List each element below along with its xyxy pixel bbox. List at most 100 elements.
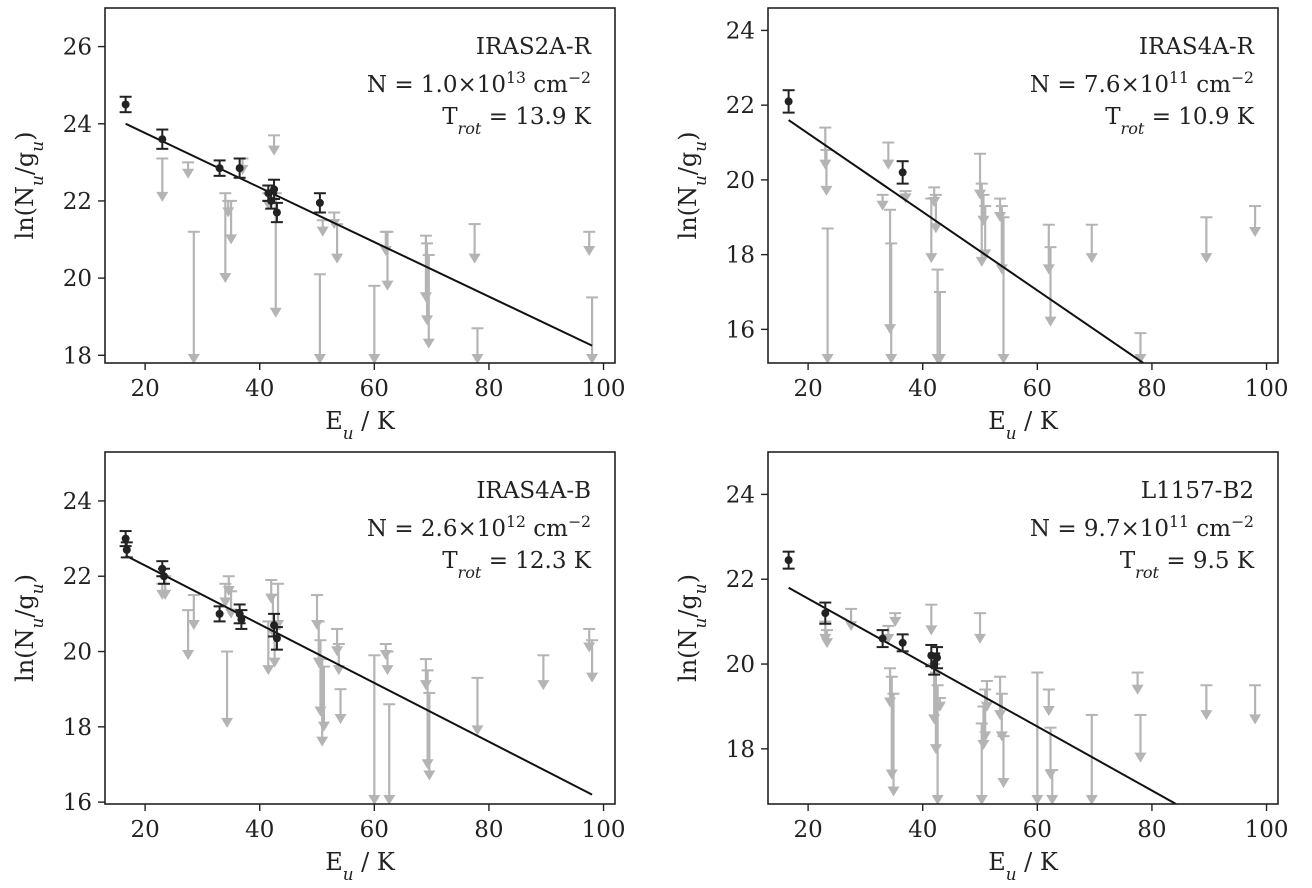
upper-limit-head xyxy=(1046,795,1059,804)
upper-limit-head xyxy=(221,717,234,728)
upper-limit-arrow xyxy=(997,735,1010,789)
upper-limit-arrow xyxy=(422,253,435,349)
detection-point xyxy=(896,633,909,653)
detection-point xyxy=(782,89,795,114)
column-density-label: N = 7.6×1011 cm−2 xyxy=(1030,68,1254,99)
upper-limit-head xyxy=(997,354,1010,363)
panel-2: 20 40 60 80 100 16 18 20 22 24 Eu / K ln(Nu/gu) IRAS… xyxy=(674,7,1289,443)
upper-limit-head xyxy=(383,795,396,804)
x-tick-label: 20 xyxy=(793,817,822,843)
source-label: L1157-B2 xyxy=(1141,478,1254,504)
upper-limit-head xyxy=(997,778,1010,789)
upper-limit-arrow xyxy=(421,242,434,326)
fit-line xyxy=(125,122,593,347)
upper-limit-arrow xyxy=(156,157,169,202)
x-axis-label: Eu / K xyxy=(988,848,1059,884)
x-tick-label: 20 xyxy=(793,376,822,402)
plot-frame xyxy=(767,7,1279,364)
upper-limit-head xyxy=(537,680,550,691)
plot-area xyxy=(119,530,599,804)
upper-limit-head xyxy=(583,642,596,653)
data-marker xyxy=(235,164,244,173)
detection-point xyxy=(213,159,226,177)
upper-limit-arrow xyxy=(1042,688,1055,716)
y-axis: 16 18 20 22 24 xyxy=(726,18,768,343)
y-tick-label: 22 xyxy=(63,189,92,215)
upper-limit-arrow xyxy=(1044,726,1057,780)
upper-limit-arrow xyxy=(368,654,381,804)
upper-limit-arrow xyxy=(423,691,436,781)
upper-limit-head xyxy=(931,795,944,804)
upper-limit-arrow xyxy=(265,579,278,604)
upper-limit-head xyxy=(1200,253,1213,264)
upper-limit-head xyxy=(265,593,278,604)
upper-limit-head xyxy=(586,354,599,363)
upper-limit-head xyxy=(422,338,435,349)
detection-point xyxy=(268,178,281,201)
upper-limit-arrow xyxy=(182,161,195,179)
upper-limit-arrow xyxy=(187,230,200,363)
upper-limit-head xyxy=(885,769,898,780)
upper-limit-arrow xyxy=(334,688,347,725)
x-tick-label: 60 xyxy=(360,376,389,402)
upper-limit-head xyxy=(1134,752,1147,763)
upper-limit-arrow xyxy=(1200,216,1213,264)
upper-limit-head xyxy=(1085,795,1098,804)
detection-point xyxy=(119,95,132,114)
upper-limit-arrow xyxy=(1134,713,1147,763)
y-tick-label: 22 xyxy=(726,93,755,119)
upper-limit-head xyxy=(819,159,832,170)
y-tick-label: 18 xyxy=(726,243,755,269)
upper-limit-head xyxy=(1042,705,1055,716)
upper-limit-head xyxy=(182,168,195,179)
plot-area xyxy=(782,550,1262,804)
upper-limit-arrow xyxy=(316,219,329,237)
y-tick-label: 18 xyxy=(63,715,92,741)
upper-limit-arrow xyxy=(317,665,330,732)
upper-limit-arrow xyxy=(331,223,344,264)
upper-limit-head xyxy=(995,264,1008,275)
upper-limit-head xyxy=(980,701,993,712)
x-tick-label: 40 xyxy=(908,817,937,843)
data-marker xyxy=(272,634,281,643)
x-tick-label: 60 xyxy=(360,817,389,843)
plot-frame xyxy=(767,451,1279,805)
upper-limit-arrow xyxy=(1085,223,1098,264)
upper-limit-arrow xyxy=(222,199,235,218)
upper-limit-arrow xyxy=(882,141,895,170)
data-marker xyxy=(122,545,131,554)
y-tick-label: 26 xyxy=(63,35,92,61)
plot-frame xyxy=(104,451,616,805)
x-tick-label: 100 xyxy=(1245,376,1289,402)
detection-point xyxy=(876,629,889,649)
upper-limit-head xyxy=(423,770,436,781)
upper-limit-arrow xyxy=(933,291,946,363)
detection-point xyxy=(213,605,226,623)
upper-limit-head xyxy=(925,253,938,264)
upper-limit-arrow xyxy=(1249,684,1262,725)
upper-limit-head xyxy=(977,739,990,750)
detection-point xyxy=(270,626,283,651)
upper-limit-head xyxy=(156,191,169,202)
x-tick-label: 80 xyxy=(474,376,503,402)
upper-limit-arrow xyxy=(379,230,392,256)
panel-4: 20 40 60 80 100 18 20 22 24 Eu / K ln(Nu/gu) L1157-… xyxy=(674,451,1288,884)
upper-limit-arrow xyxy=(1131,671,1144,695)
upper-limit-head xyxy=(222,207,235,218)
y-tick-label: 22 xyxy=(63,564,92,590)
upper-limit-arrow xyxy=(928,186,941,208)
upper-limit-head xyxy=(929,223,942,234)
upper-limit-arrow xyxy=(933,696,946,712)
upper-limit-head xyxy=(269,307,282,318)
upper-limit-head xyxy=(885,354,898,363)
upper-limit-arrow xyxy=(187,594,200,630)
y-axis-label: ln(Nu/gu) xyxy=(674,132,710,240)
upper-limit-head xyxy=(1249,226,1262,237)
upper-limit-head xyxy=(381,665,394,676)
y-axis-label: ln(Nu/gu) xyxy=(11,132,47,240)
data-marker xyxy=(272,208,281,217)
y-tick-label: 20 xyxy=(63,266,92,292)
x-axis: 20 40 60 80 100 xyxy=(130,804,625,843)
upper-limit-arrow xyxy=(885,675,898,780)
